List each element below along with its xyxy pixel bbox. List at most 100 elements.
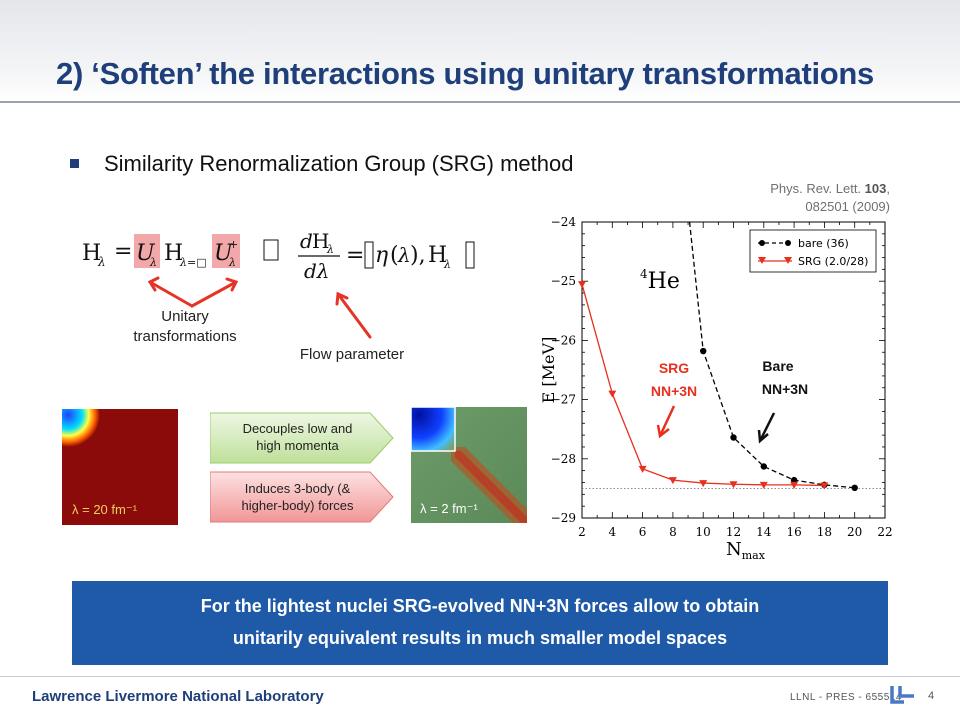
svg-text:λ: λ bbox=[228, 256, 236, 269]
nucleus-mass-number: 4 bbox=[640, 267, 648, 281]
y-tick-label: −28 bbox=[551, 452, 576, 466]
citation-article: 082501 (2009) bbox=[805, 199, 890, 214]
srg-callout: SRG NN+3N bbox=[651, 360, 697, 439]
y-tick-label: −27 bbox=[551, 393, 576, 407]
svg-text:H: H bbox=[312, 229, 329, 253]
svg-text:d: d bbox=[300, 229, 313, 253]
svg-text:λ: λ bbox=[326, 243, 334, 256]
x-axis-label: Nmax bbox=[726, 539, 766, 562]
svg-text:λ: λ bbox=[443, 258, 451, 271]
legend-srg-marker bbox=[758, 257, 766, 264]
conclusion-callout: For the lightest nuclei SRG-evolved NN+3… bbox=[72, 581, 888, 665]
energy-vs-nmax-chart: 2 4 6 8 10 12 14 16 18 20 22 −29 −28 −27 −26 −25 −24 E [… bbox=[540, 215, 893, 562]
chart-legend: bare (36) SRG (2.0/28) bbox=[749, 229, 877, 273]
equation-arrows bbox=[147, 276, 372, 339]
induces-label: Induces 3-body (& higher-body) forces bbox=[220, 480, 375, 514]
svg-text:H: H bbox=[82, 241, 101, 266]
svg-text:dλ: dλ bbox=[304, 259, 329, 283]
svg-text:λ: λ bbox=[397, 243, 411, 267]
induces-arrow-shape bbox=[210, 471, 394, 523]
srg-data-point bbox=[790, 481, 799, 489]
srg-data-point bbox=[578, 281, 586, 289]
footer-lab-name: Lawrence Livermore National Laboratory bbox=[32, 688, 324, 705]
citation-journal: Phys. Rev. Lett. bbox=[770, 181, 862, 196]
srg-data-point bbox=[638, 465, 647, 473]
svg-text:(: ( bbox=[390, 243, 399, 268]
svg-text:η: η bbox=[375, 243, 388, 268]
citation-volume: 103 bbox=[864, 181, 887, 196]
srg-data-point bbox=[729, 481, 738, 489]
document-code: LLNL - PRES - 655514 bbox=[790, 692, 902, 703]
heatmap-right-label: λ = 2 fm⁻¹ bbox=[420, 501, 478, 516]
nucleus-symbol: He bbox=[648, 269, 680, 294]
bullet-text: Similarity Renormalization Group (SRG) m… bbox=[104, 151, 574, 176]
y-tick-label: −26 bbox=[551, 333, 576, 347]
x-tick-label: 14 bbox=[756, 525, 772, 539]
x-tick-label: 6 bbox=[639, 525, 647, 539]
flow-parameter-label: Flow parameter bbox=[299, 346, 405, 363]
srg-data-point bbox=[820, 482, 829, 490]
srg-callout-line1: SRG bbox=[659, 360, 689, 376]
legend-bare-label: bare (36) bbox=[798, 237, 849, 250]
svg-text:=: = bbox=[114, 239, 132, 264]
srg-data-point bbox=[668, 477, 677, 485]
decouples-label: Decouples low and high momenta bbox=[220, 420, 375, 454]
svg-text:H: H bbox=[428, 243, 447, 268]
x-tick-label: 4 bbox=[608, 525, 616, 539]
y-axis-label: E [MeV] bbox=[540, 337, 558, 404]
bare-callout: Bare NN+3N bbox=[757, 358, 808, 444]
induces-line1: Induces 3-body (& bbox=[244, 481, 351, 496]
srg-data-point bbox=[759, 481, 768, 489]
bare-data-point bbox=[790, 476, 798, 484]
title-divider bbox=[0, 101, 960, 103]
bare-data-point bbox=[730, 434, 737, 441]
svg-text:=: = bbox=[346, 243, 364, 268]
bare-data-point bbox=[700, 347, 707, 355]
title-band bbox=[0, 0, 960, 102]
svg-text:+: + bbox=[229, 238, 238, 251]
bullet-square-icon bbox=[70, 159, 79, 168]
conclusion-line2: unitarily equivalent results in much sma… bbox=[232, 628, 728, 648]
x-tick-label: 2 bbox=[578, 525, 586, 539]
x-tick-label: 10 bbox=[696, 525, 711, 539]
legend-srg-marker bbox=[784, 257, 792, 264]
decouples-line1: Decouples low and bbox=[242, 421, 353, 436]
page-number: 4 bbox=[928, 690, 935, 702]
induces-line2: higher-body) forces bbox=[241, 498, 354, 513]
svg-text:λ: λ bbox=[97, 255, 106, 269]
x-tick-label: 12 bbox=[726, 525, 741, 539]
citation: Phys. Rev. Lett. 103, 082501 (2009) bbox=[770, 181, 890, 214]
nucleus-label: 4He bbox=[640, 267, 680, 294]
x-tick-label: 16 bbox=[786, 525, 801, 539]
footer-divider bbox=[0, 676, 960, 677]
svg-text:λ: λ bbox=[149, 256, 157, 269]
srg-equations: Hλ = Uλ Hλ=□ U+λ d Hλ dλ = η(λ), Hλ bbox=[82, 229, 475, 283]
decouples-arrow-shape bbox=[210, 412, 394, 464]
legend-bare-marker bbox=[759, 240, 765, 246]
y-tick-label: −24 bbox=[551, 215, 577, 229]
decouples-line2: high momenta bbox=[256, 438, 339, 453]
legend-srg-label: SRG (2.0/28) bbox=[798, 255, 868, 268]
unitary-label-line2: transformations bbox=[133, 328, 237, 345]
svg-text:H: H bbox=[164, 241, 183, 266]
bare-callout-line1: Bare bbox=[762, 358, 793, 374]
bare-data-point bbox=[851, 484, 858, 492]
svg-text:U: U bbox=[136, 241, 156, 266]
y-tick-label: −25 bbox=[551, 274, 576, 288]
slide-title: 2) ‘Soften’ the interactions using unita… bbox=[56, 56, 874, 91]
svg-text:U: U bbox=[214, 241, 234, 266]
x-tick-label: 22 bbox=[877, 525, 892, 539]
legend-bare-marker bbox=[785, 240, 791, 246]
svg-text:λ=□: λ=□ bbox=[179, 256, 207, 269]
bare-callout-line2: NN+3N bbox=[762, 381, 808, 397]
unitary-label-line1: Unitary bbox=[161, 308, 209, 325]
x-tick-label: 20 bbox=[847, 525, 862, 539]
unitary-label: Unitary transformations bbox=[110, 307, 260, 347]
srg-callout-line2: NN+3N bbox=[651, 383, 697, 399]
llnl-logo-icon bbox=[890, 686, 914, 704]
bare-data-point bbox=[760, 463, 767, 470]
conclusion-line1: For the lightest nuclei SRG-evolved NN+3… bbox=[200, 596, 760, 616]
srg-data-point bbox=[608, 390, 617, 398]
heatmap-lambda-20 bbox=[62, 409, 178, 525]
